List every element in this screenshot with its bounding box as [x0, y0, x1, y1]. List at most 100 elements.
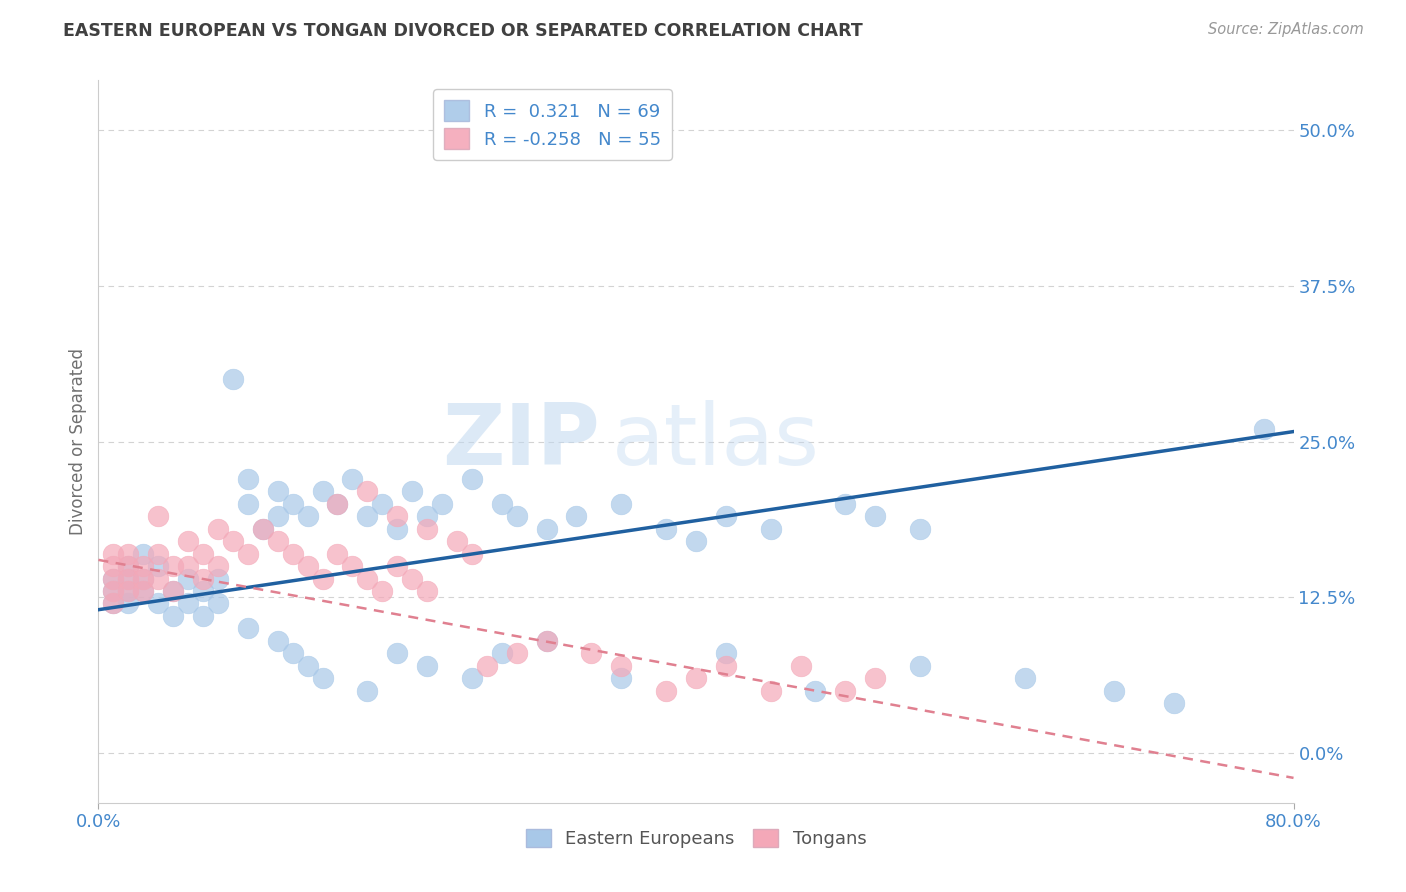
- Legend: Eastern Europeans, Tongans: Eastern Europeans, Tongans: [519, 822, 873, 855]
- Point: [132, 584, 155, 599]
- Point: [281, 497, 304, 511]
- Point: [536, 633, 558, 648]
- Point: [356, 484, 378, 499]
- Point: [177, 559, 200, 574]
- Point: [311, 572, 333, 586]
- Point: [371, 497, 394, 511]
- Point: [908, 522, 931, 536]
- Text: atlas: atlas: [613, 400, 820, 483]
- Point: [475, 658, 498, 673]
- Point: [267, 484, 290, 499]
- Point: [177, 572, 200, 586]
- Point: [1253, 422, 1275, 436]
- Point: [834, 497, 856, 511]
- Point: [789, 658, 811, 673]
- Point: [685, 534, 707, 549]
- Text: EASTERN EUROPEAN VS TONGAN DIVORCED OR SEPARATED CORRELATION CHART: EASTERN EUROPEAN VS TONGAN DIVORCED OR S…: [63, 22, 863, 40]
- Point: [506, 646, 529, 660]
- Point: [356, 509, 378, 524]
- Point: [132, 572, 155, 586]
- Point: [162, 584, 184, 599]
- Point: [177, 597, 200, 611]
- Point: [342, 559, 364, 574]
- Point: [446, 534, 468, 549]
- Point: [326, 497, 349, 511]
- Point: [385, 522, 409, 536]
- Point: [117, 597, 139, 611]
- Point: [371, 584, 394, 599]
- Point: [565, 509, 588, 524]
- Point: [804, 683, 827, 698]
- Point: [103, 547, 125, 561]
- Point: [506, 509, 529, 524]
- Point: [416, 509, 439, 524]
- Point: [461, 671, 484, 685]
- Point: [236, 497, 259, 511]
- Point: [148, 509, 170, 524]
- Point: [103, 584, 125, 599]
- Point: [117, 572, 139, 586]
- Point: [162, 609, 184, 624]
- Point: [430, 497, 453, 511]
- Point: [714, 646, 737, 660]
- Point: [834, 683, 856, 698]
- Point: [311, 671, 333, 685]
- Point: [759, 683, 782, 698]
- Point: [1014, 671, 1036, 685]
- Point: [461, 547, 484, 561]
- Point: [132, 559, 155, 574]
- Point: [610, 658, 633, 673]
- Point: [207, 572, 229, 586]
- Point: [148, 597, 170, 611]
- Point: [103, 597, 125, 611]
- Point: [491, 646, 513, 660]
- Point: [536, 633, 558, 648]
- Point: [416, 658, 439, 673]
- Point: [132, 584, 155, 599]
- Point: [714, 509, 737, 524]
- Text: Source: ZipAtlas.com: Source: ZipAtlas.com: [1208, 22, 1364, 37]
- Text: ZIP: ZIP: [443, 400, 600, 483]
- Point: [385, 559, 409, 574]
- Point: [222, 372, 245, 386]
- Point: [461, 472, 484, 486]
- Point: [103, 597, 125, 611]
- Point: [356, 683, 378, 698]
- Point: [356, 572, 378, 586]
- Point: [416, 522, 439, 536]
- Point: [311, 484, 333, 499]
- Point: [103, 572, 125, 586]
- Point: [191, 609, 214, 624]
- Point: [267, 509, 290, 524]
- Point: [117, 572, 139, 586]
- Point: [908, 658, 931, 673]
- Point: [148, 547, 170, 561]
- Point: [252, 522, 274, 536]
- Point: [191, 547, 214, 561]
- Point: [685, 671, 707, 685]
- Point: [117, 547, 139, 561]
- Point: [236, 547, 259, 561]
- Point: [401, 572, 423, 586]
- Point: [162, 559, 184, 574]
- Point: [132, 547, 155, 561]
- Point: [281, 547, 304, 561]
- Point: [297, 658, 319, 673]
- Point: [191, 584, 214, 599]
- Point: [491, 497, 513, 511]
- Point: [865, 509, 887, 524]
- Point: [297, 559, 319, 574]
- Point: [117, 559, 139, 574]
- Point: [416, 584, 439, 599]
- Point: [759, 522, 782, 536]
- Point: [222, 534, 245, 549]
- Point: [655, 522, 678, 536]
- Point: [103, 572, 125, 586]
- Point: [385, 646, 409, 660]
- Point: [655, 683, 678, 698]
- Point: [117, 559, 139, 574]
- Point: [207, 597, 229, 611]
- Point: [207, 522, 229, 536]
- Point: [610, 497, 633, 511]
- Point: [581, 646, 603, 660]
